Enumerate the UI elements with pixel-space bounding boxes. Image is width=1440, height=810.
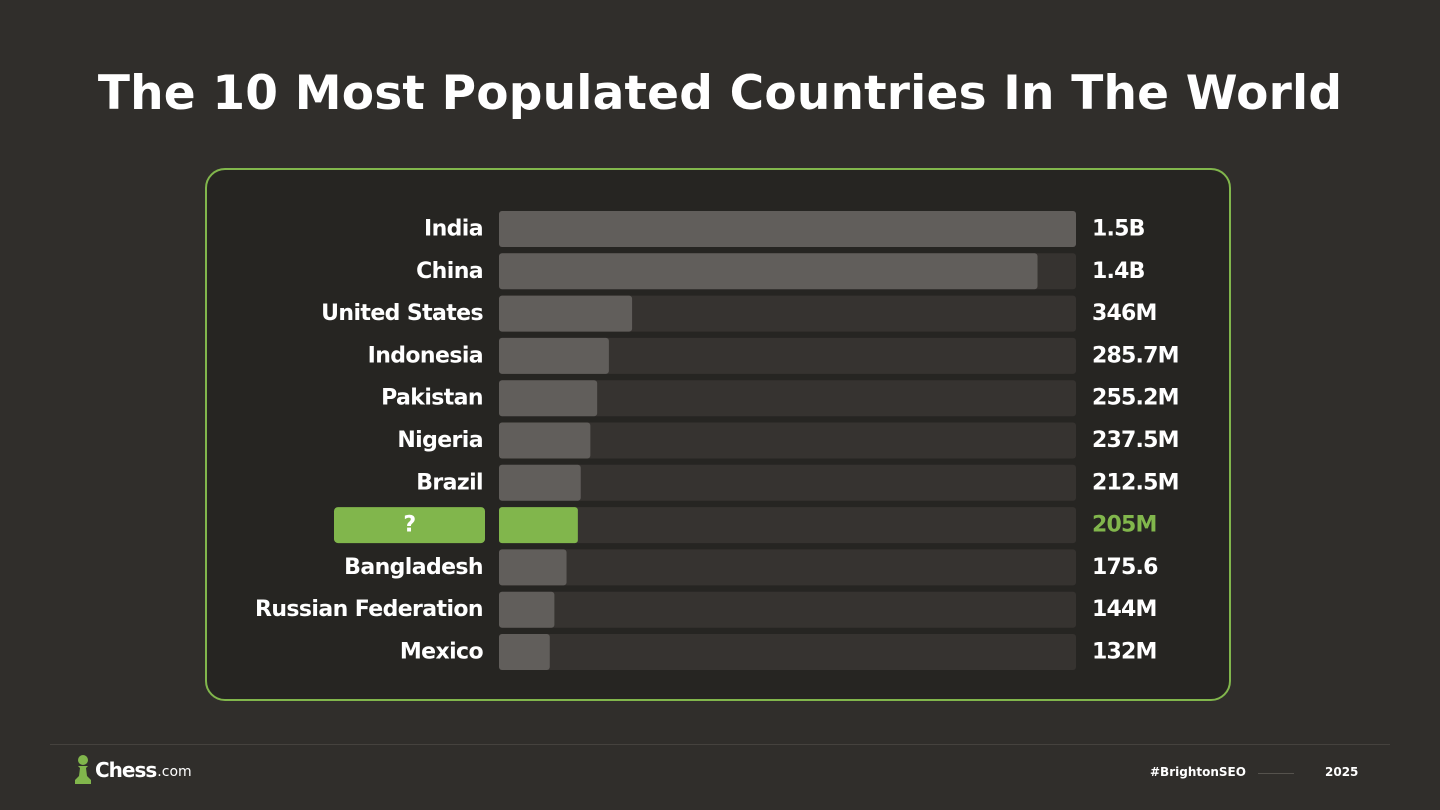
country-label-brazil: Brazil [416,470,483,495]
slide-title: The 10 Most Populated Countries In The W… [97,66,1343,121]
value-label-india: 1.5B [1092,217,1145,242]
value-label-indonesia: 285.7M [1092,343,1179,368]
bar-brazil [499,464,581,501]
value-label-mexico: 132M [1092,640,1157,665]
value-label-china: 1.4B [1092,259,1145,284]
bar-pakistan [499,380,598,417]
bar-track-brazil [499,464,1076,501]
country-label-mexico: Mexico [400,640,484,665]
value-label-bangladesh: 175.6 [1092,555,1158,580]
mystery-label-pill [334,507,485,544]
bar-track-russian-federation [499,591,1076,628]
country-label-nigeria: Nigeria [397,428,483,453]
footer-divider [50,744,1390,745]
pawn-icon [75,755,91,784]
value-label-russian-federation: 144M [1092,597,1157,622]
bar-mystery [499,507,578,544]
country-label-indonesia: Indonesia [368,343,483,368]
bar-track-mystery [499,507,1076,544]
bar-china [499,253,1038,290]
country-label-bangladesh: Bangladesh [344,555,483,580]
bar-indonesia [499,337,609,374]
country-label-india: India [424,217,483,242]
footer-hashtag: #BrightonSEO [1150,765,1246,779]
bar-russian-federation [499,591,555,628]
bar-india [499,211,1076,247]
value-label-mystery: 205M [1092,513,1157,538]
logo-suffix: .com [157,763,192,780]
value-label-brazil: 212.5M [1092,470,1179,495]
mystery-country-label: ? [403,513,415,538]
chart-panel: India 1.5B China 1.4B United States 346M Indon… [205,168,1231,701]
value-label-nigeria: 237.5M [1092,428,1179,453]
bar-bangladesh [499,549,567,586]
logo-text: Chess [95,758,157,782]
bar-track-nigeria [499,422,1076,459]
footer-year: 2025 [1325,765,1359,779]
bar-united-states [499,295,633,332]
country-label-united-states: United States [321,301,483,326]
value-label-united-states: 346M [1092,301,1157,326]
country-label-china: China [416,259,483,284]
bar-track-mexico [499,634,1076,670]
bar-track-indonesia [499,337,1076,374]
chess-com-logo[interactable]: Chess .com [72,753,192,787]
value-label-pakistan: 255.2M [1092,386,1179,411]
footer-dash [1258,773,1294,774]
bar-track-bangladesh [499,549,1076,586]
country-label-pakistan: Pakistan [381,386,483,411]
bar-track-pakistan [499,380,1076,417]
bar-nigeria [499,422,591,459]
bar-mexico [499,634,550,670]
country-label-russian-federation: Russian Federation [255,597,483,622]
bar-track-united-states [499,295,1076,332]
bar-chart: India 1.5B China 1.4B United States 346M Indon… [255,211,1179,670]
